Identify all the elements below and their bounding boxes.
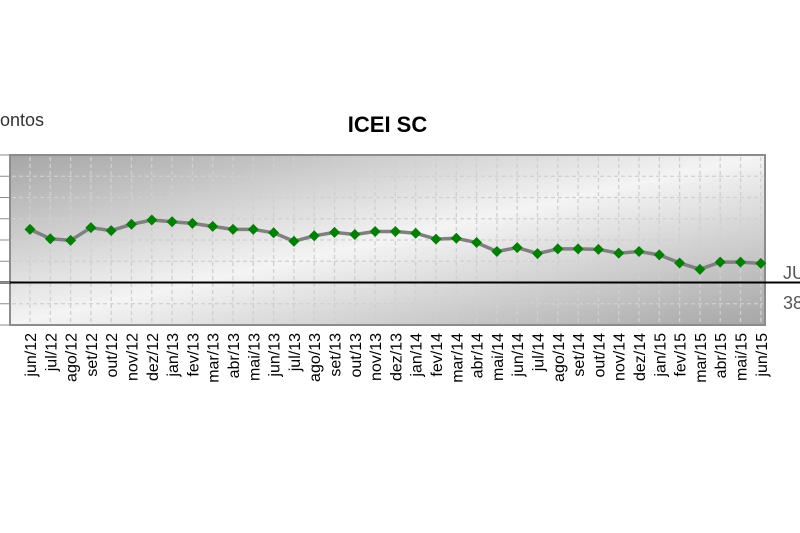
x-tick-label: out/13 xyxy=(348,333,365,378)
x-tick-label: set/14 xyxy=(571,333,588,377)
data-point xyxy=(247,223,259,235)
x-tick-label: set/13 xyxy=(328,333,345,377)
data-point xyxy=(85,222,97,234)
x-tick-label: ago/14 xyxy=(551,333,568,382)
x-tick-label: mar/13 xyxy=(206,333,223,383)
x-tick-label: mai/15 xyxy=(734,333,751,381)
y-tick-marks xyxy=(0,154,10,326)
data-point xyxy=(65,234,77,246)
data-point xyxy=(186,217,198,229)
data-point xyxy=(329,226,340,238)
x-tick-label: jan/14 xyxy=(409,333,426,378)
x-tick-label: out/12 xyxy=(104,333,121,378)
data-point xyxy=(714,256,726,268)
x-tick-label: abr/14 xyxy=(470,333,487,378)
x-tick-label: jul/12 xyxy=(43,333,60,372)
data-point xyxy=(389,226,401,237)
x-tick-label: jul/14 xyxy=(531,333,548,372)
data-point xyxy=(613,247,625,259)
x-tick-label: jan/13 xyxy=(165,333,182,378)
x-tick-label: jun/15 xyxy=(754,333,771,378)
data-point xyxy=(674,257,686,269)
data-point xyxy=(552,243,564,255)
side-label-value: 38 xyxy=(783,293,800,313)
data-point xyxy=(572,243,584,255)
data-point xyxy=(592,243,604,255)
side-label-month: JU xyxy=(783,263,800,283)
data-point xyxy=(410,227,422,239)
x-tick-label: mar/14 xyxy=(449,333,466,383)
data-point xyxy=(430,233,442,245)
x-tick-label: ago/12 xyxy=(64,333,81,382)
x-tick-label: mar/15 xyxy=(693,333,710,383)
chart-title: ICEI SC xyxy=(347,112,428,137)
data-point xyxy=(369,226,381,237)
data-point xyxy=(471,237,483,249)
data-point xyxy=(146,214,158,226)
x-tick-label: fev/14 xyxy=(429,333,446,377)
marker-group xyxy=(24,214,767,275)
x-tick-label: fev/13 xyxy=(185,333,202,377)
data-point xyxy=(735,256,746,268)
data-point xyxy=(653,249,665,261)
data-point xyxy=(227,223,239,235)
x-tick-label: fev/15 xyxy=(673,333,690,377)
x-tick-label: dez/12 xyxy=(145,333,162,381)
x-tick-label: nov/14 xyxy=(612,333,629,381)
data-point xyxy=(166,216,178,228)
x-tick-label: out/14 xyxy=(591,333,608,378)
x-tick-label: ago/13 xyxy=(307,333,324,382)
data-point xyxy=(207,220,219,232)
data-point xyxy=(450,232,462,244)
data-point xyxy=(349,228,361,240)
x-tick-label: mai/13 xyxy=(246,333,263,381)
x-tick-label: jul/13 xyxy=(287,333,304,372)
x-tick-label: jun/12 xyxy=(23,333,40,378)
x-tick-label: mai/14 xyxy=(490,333,507,381)
data-point xyxy=(491,245,503,257)
data-point xyxy=(308,230,320,242)
x-tick-label: dez/13 xyxy=(388,333,405,381)
data-point xyxy=(24,223,36,235)
x-tick-label: jun/14 xyxy=(510,333,527,378)
x-tick-label: set/12 xyxy=(84,333,101,377)
x-tick-label: nov/13 xyxy=(368,333,385,381)
x-tick-label: nov/12 xyxy=(125,333,142,381)
unit-label: ontos xyxy=(0,110,45,130)
data-point xyxy=(126,218,137,230)
x-tick-labels: jun/12 jul/12 ago/12 set/12 out/12 nov/12 dez/… xyxy=(23,333,771,383)
data-point xyxy=(288,235,300,247)
plot-area xyxy=(9,154,766,326)
data-point xyxy=(105,225,117,237)
x-tick-label: jan/15 xyxy=(652,333,669,378)
x-tick-label: jun/13 xyxy=(267,333,284,378)
data-point xyxy=(532,248,543,260)
x-tick-label: abr/13 xyxy=(226,333,243,378)
data-point xyxy=(511,242,523,254)
data-point xyxy=(633,245,645,257)
data-point xyxy=(694,263,706,275)
data-point xyxy=(755,257,767,269)
data-point xyxy=(268,227,280,239)
x-tick-label: abr/15 xyxy=(713,333,730,378)
x-tick-label: dez/14 xyxy=(632,333,649,381)
data-point xyxy=(44,233,56,245)
